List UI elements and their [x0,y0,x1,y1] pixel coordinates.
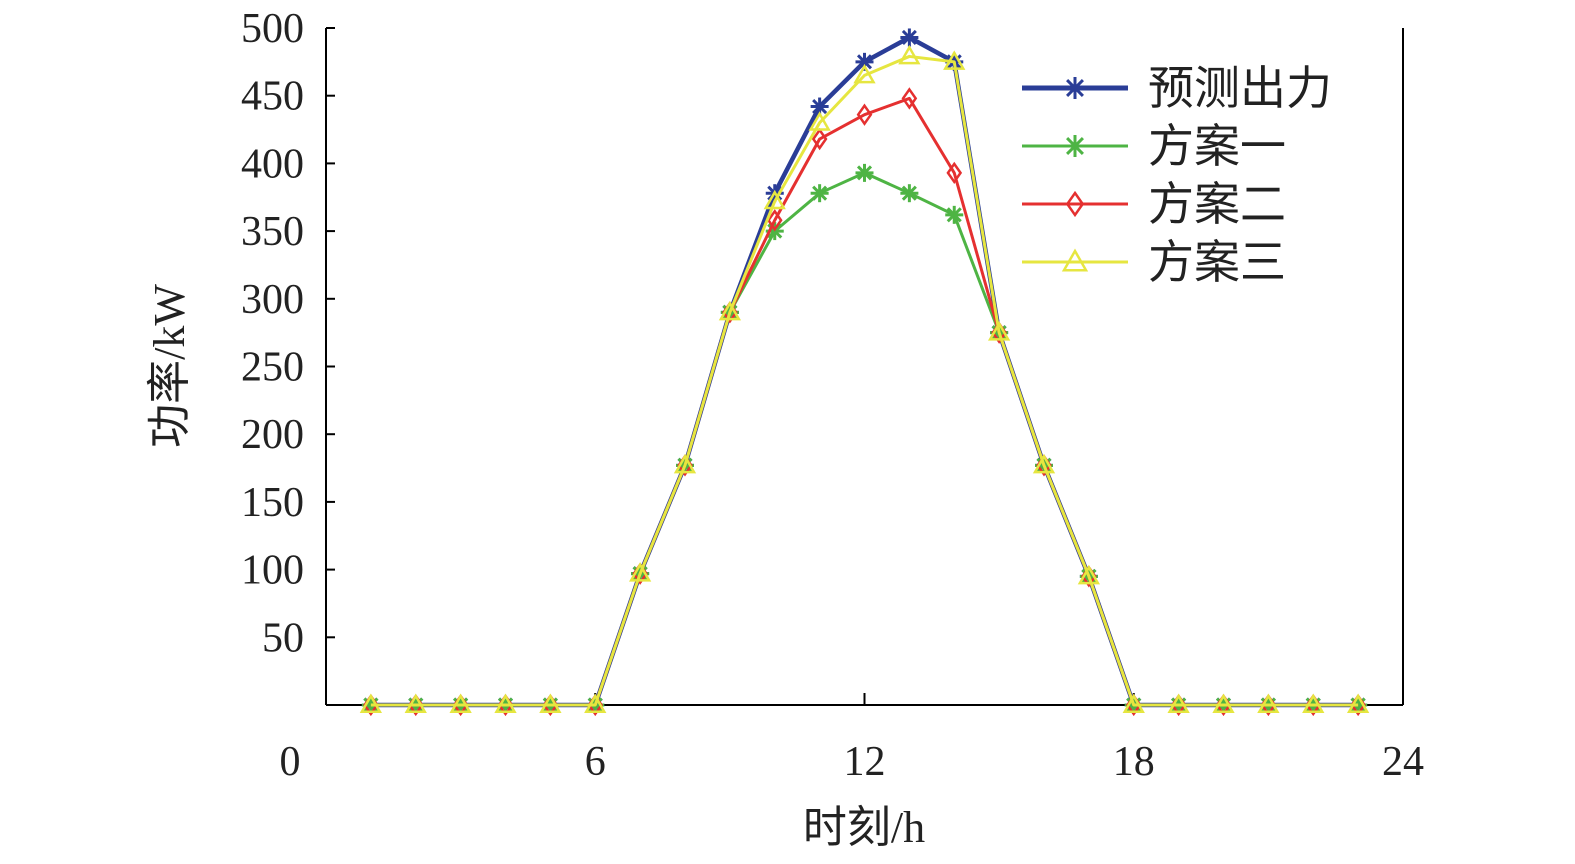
legend-label: 方案三 [1148,237,1286,288]
data-point [1302,693,1325,713]
legend-marker [1064,135,1086,157]
data-point [987,321,1011,341]
legend-label: 方案一 [1148,121,1286,172]
legend-marker [1061,248,1089,272]
y-tick-label: 450 [241,74,304,120]
data-point [1212,693,1235,713]
data-point [856,103,873,126]
data-point [811,127,828,151]
data-point [494,693,517,713]
data-point [359,693,383,713]
legend-marker [1064,77,1086,99]
y-tick-label: 350 [241,209,304,255]
data-point [853,63,876,84]
x-tick-label: 0 [280,739,301,785]
y-tick-label: 200 [241,412,304,458]
y-tick-label: 500 [241,6,304,52]
y-tick-label: 300 [241,277,304,323]
data-point [900,184,919,203]
y-axis-label: 功率/kW [145,284,194,448]
data-point [946,161,963,185]
data-point [901,87,918,110]
data-point [1346,693,1370,713]
data-point [1077,564,1101,585]
data-point [1122,693,1145,713]
legend-item: 方案二 [1022,179,1286,230]
x-tick-label: 6 [585,739,606,785]
legend-label: 方案二 [1148,179,1286,230]
series-line [370,54,1359,707]
data-point [810,184,829,203]
y-tick-label: 250 [241,345,304,391]
data-point [763,189,786,210]
data-point [898,44,921,65]
y-tick-label: 50 [262,615,304,661]
data-point [449,693,472,713]
data-point [766,209,783,232]
legend-item: 方案三 [1022,237,1286,288]
axes: 50 100 150 200 250 300 350 400 450 500 0 6 12 18 24 [241,6,1424,785]
series-4 [359,44,1370,713]
y-tick-label: 100 [241,548,304,594]
data-point [1257,693,1280,713]
data-point [673,453,697,474]
data-point [628,562,652,582]
data-point [1167,693,1190,713]
y-tick-label: 400 [241,141,304,187]
x-tick-label: 12 [844,739,886,785]
legend-label: 预测出力 [1148,63,1332,114]
data-point [855,163,874,182]
x-tick-label: 24 [1382,739,1424,785]
data-point [718,300,742,321]
data-point [943,50,966,70]
data-point [900,28,919,47]
data-point [945,205,964,224]
data-point [584,693,607,713]
y-tick-label: 150 [241,480,304,526]
data-point [539,693,562,713]
x-axis-label: 时刻/h [803,803,925,852]
data-point [404,693,427,713]
x-tick-label: 18 [1113,739,1155,785]
data-point [808,111,831,131]
legend-marker [1065,190,1085,218]
legend-item: 方案一 [1022,121,1286,172]
series-layer [359,28,1370,717]
data-point [1032,453,1056,474]
legend-item: 预测出力 [1022,63,1332,114]
